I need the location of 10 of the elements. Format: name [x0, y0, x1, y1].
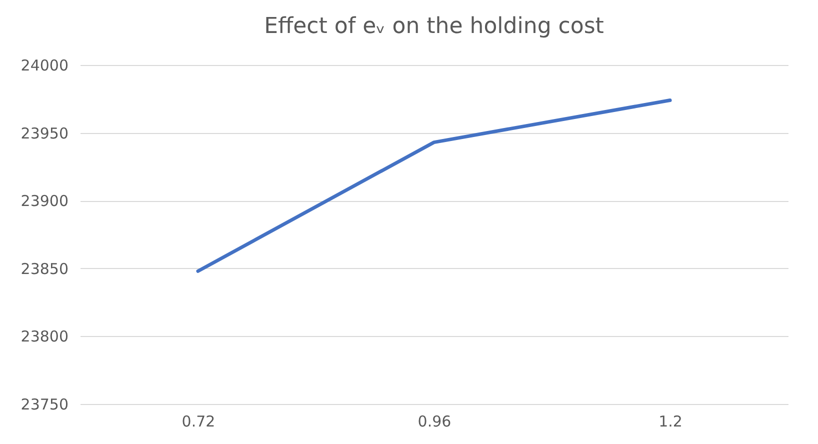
y-tick-label: 23950 [20, 124, 68, 142]
y-tick-label: 23750 [20, 396, 68, 414]
y-tick-label: 24000 [20, 56, 68, 74]
y-tick-label: 23900 [20, 192, 68, 210]
x-tick-label: 0.96 [418, 412, 452, 430]
chart-title: Effect of eᵥ on the holding cost [264, 14, 604, 39]
y-tick-label: 23850 [20, 260, 68, 278]
y-tick-label: 23800 [20, 328, 68, 346]
x-tick-label: 1.2 [658, 412, 682, 430]
x-tick-label: 0.72 [182, 412, 216, 430]
